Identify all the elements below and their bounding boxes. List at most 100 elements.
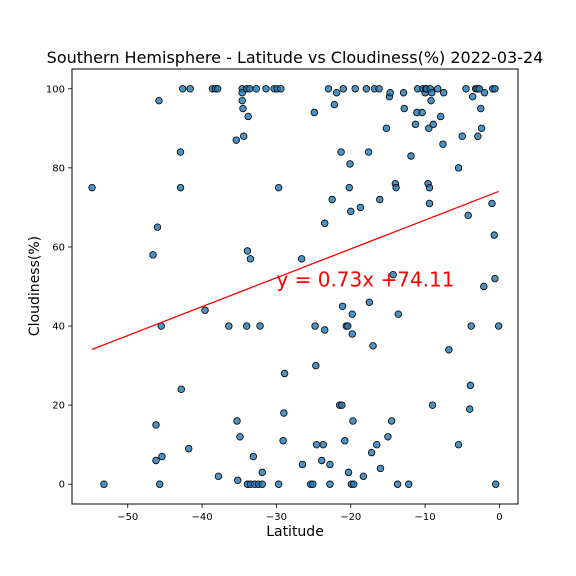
data-point [158, 452, 166, 461]
data-point [258, 468, 266, 477]
data-point [364, 148, 373, 156]
data-point [179, 85, 187, 93]
data-point [256, 322, 264, 330]
data-point [201, 306, 209, 314]
data-point [262, 85, 270, 93]
data-point [454, 164, 463, 172]
data-point [382, 124, 391, 133]
data-point [177, 385, 185, 394]
data-point [347, 207, 355, 216]
data-point [348, 310, 356, 318]
data-point [428, 89, 436, 97]
data-point [184, 444, 193, 453]
plot-area [88, 85, 503, 488]
data-point [439, 140, 447, 148]
data-point [349, 417, 357, 425]
data-point [462, 85, 470, 93]
x-tick-label: −30 [266, 512, 287, 523]
y-axis-title: Cloudiness(%) [27, 236, 43, 336]
data-point [213, 85, 222, 93]
data-point [439, 89, 448, 97]
data-point [324, 85, 333, 93]
data-point [152, 456, 160, 465]
data-point [152, 421, 160, 429]
data-point [491, 274, 499, 283]
data-point [350, 480, 358, 488]
data-point [233, 417, 241, 425]
data-point [491, 85, 499, 93]
data-point [465, 405, 474, 413]
data-point [321, 219, 329, 227]
data-point [467, 322, 475, 330]
data-point [477, 104, 485, 113]
data-point [240, 132, 248, 140]
y-axis: 0 20 40 60 80 100 [46, 84, 72, 491]
data-point [389, 270, 397, 279]
data-point [280, 409, 288, 417]
data-point [318, 456, 326, 465]
data-point [279, 437, 287, 445]
data-point [436, 112, 445, 121]
regression-line [91, 190, 499, 350]
y-tick-label: 0 [59, 480, 65, 491]
data-point [356, 203, 365, 212]
data-point [242, 322, 251, 330]
data-point [458, 132, 466, 140]
data-point [280, 369, 289, 378]
data-point [244, 112, 252, 121]
data-point [464, 211, 472, 220]
data-point [326, 480, 334, 488]
data-point [474, 132, 482, 140]
data-point [232, 136, 240, 144]
data-point [375, 85, 383, 93]
data-point [156, 480, 164, 488]
data-point [480, 89, 489, 97]
data-point [344, 468, 353, 477]
x-axis-title: Latitude [266, 524, 324, 540]
data-point [418, 108, 426, 117]
data-point [365, 298, 374, 307]
data-point [386, 89, 394, 97]
data-point [346, 160, 354, 168]
y-tick-label: 100 [46, 84, 65, 95]
data-point [341, 437, 349, 445]
data-point [100, 480, 108, 488]
chart-title: Southern Hemisphere - Latitude vs Cloudi… [47, 48, 544, 67]
data-point [312, 361, 320, 370]
data-point [338, 401, 346, 409]
data-point [362, 85, 371, 93]
data-point [252, 85, 261, 93]
data-point [309, 480, 317, 488]
x-tick-label: −10 [415, 512, 436, 523]
data-point [339, 85, 348, 93]
y-tick-label: 80 [52, 163, 65, 174]
data-point [214, 472, 223, 481]
y-tick-label: 60 [52, 242, 65, 253]
data-point [392, 183, 400, 192]
data-point [274, 480, 283, 488]
data-point [297, 255, 306, 263]
data-point [274, 183, 283, 192]
data-point [466, 381, 475, 390]
data-point [310, 108, 319, 117]
x-tick-label: −20 [340, 512, 361, 523]
data-point [429, 120, 437, 129]
data-point [311, 322, 319, 330]
data-point [427, 96, 435, 105]
data-point [326, 460, 334, 469]
data-point [245, 85, 254, 93]
x-tick-label: −50 [117, 512, 138, 523]
regression-equation: y = 0.73x +74.11 [276, 268, 454, 292]
data-point [400, 104, 408, 113]
data-point [490, 231, 498, 239]
data-point [411, 120, 420, 129]
data-point [384, 433, 392, 441]
data-point [298, 460, 307, 469]
data-point [153, 223, 162, 231]
data-point [345, 183, 353, 192]
data-point [445, 346, 453, 354]
data-point [88, 183, 96, 192]
data-point [225, 322, 233, 330]
